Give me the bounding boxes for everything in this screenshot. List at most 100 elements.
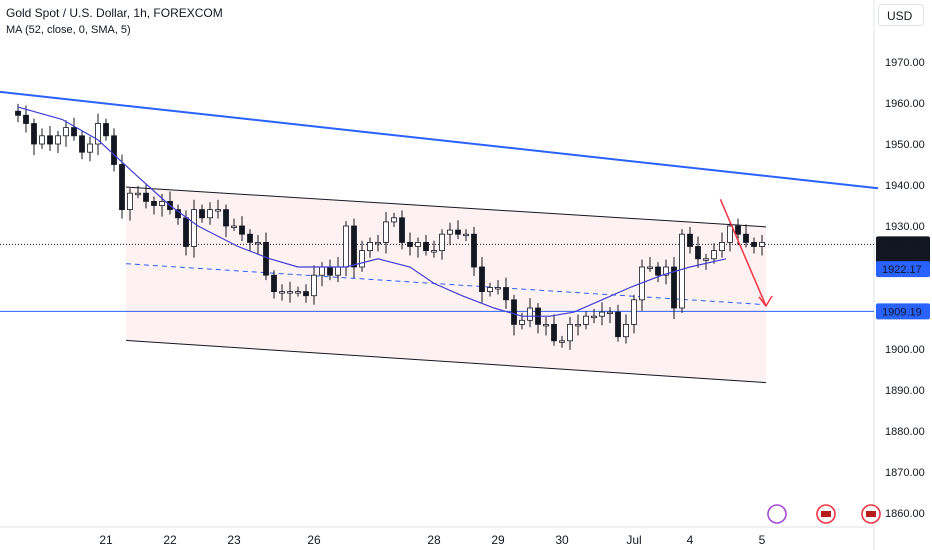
- candle-body: [511, 299, 517, 325]
- candle-body: [351, 225, 357, 268]
- candle-body: [559, 340, 565, 343]
- symbol-title: Gold Spot / U.S. Dollar, 1h, FOREXCOM: [6, 6, 223, 20]
- candle-body: [711, 250, 717, 260]
- candle-body: [327, 266, 333, 276]
- candle-body: [71, 127, 77, 137]
- candle-body: [583, 315, 589, 325]
- candle-body: [383, 221, 389, 243]
- candle-body: [95, 123, 101, 145]
- candle-body: [23, 114, 29, 124]
- candle-body: [183, 217, 189, 247]
- candle-body: [407, 241, 413, 247]
- candle-body: [239, 225, 245, 235]
- candle-body: [543, 323, 549, 327]
- time-tick-label: Jul: [626, 533, 641, 547]
- candle-body: [143, 192, 149, 202]
- candle-body: [255, 241, 261, 245]
- ma-value-tag-bg: [876, 261, 930, 278]
- moving-average-line[interactable]: [17, 106, 727, 317]
- candle-body: [519, 319, 525, 325]
- candle-body: [135, 192, 141, 196]
- candle-body: [207, 209, 213, 219]
- candle-body: [463, 233, 469, 237]
- time-tick-label: 21: [99, 533, 113, 547]
- candle-body: [471, 233, 477, 268]
- price-tick-label: 1930.00: [885, 221, 925, 233]
- price-tick-label: 1860.00: [885, 508, 925, 520]
- candle-body: [39, 135, 45, 145]
- candle-body: [623, 323, 629, 338]
- candle-body: [551, 323, 557, 342]
- forecast-arrow-head[interactable]: [758, 295, 773, 308]
- candle-body: [247, 233, 253, 243]
- candle-body: [31, 123, 37, 145]
- candle-body: [391, 217, 397, 223]
- candle-body: [447, 229, 453, 235]
- candle-body: [151, 200, 157, 206]
- time-tick-label: 23: [227, 533, 241, 547]
- candle-body: [575, 323, 581, 327]
- price-tick-label: 1870.00: [885, 467, 925, 479]
- candle-body: [295, 291, 301, 294]
- price-tick-label: 1890.00: [885, 385, 925, 397]
- candle-body: [415, 241, 421, 247]
- candle-body: [279, 291, 285, 294]
- forecast-arrow-shaft[interactable]: [719, 199, 767, 307]
- candle-body: [631, 299, 637, 325]
- channel-midline[interactable]: [125, 263, 767, 306]
- ma-indicator-legend[interactable]: MA (52, close, 0, SMA, 5): [6, 24, 131, 36]
- candle-body: [311, 274, 317, 297]
- candle-body: [423, 241, 429, 251]
- candle-body: [735, 225, 741, 235]
- candle-body: [495, 287, 501, 290]
- candle-body: [231, 225, 237, 228]
- time-tick-label: 26: [307, 533, 321, 547]
- candle-body: [743, 233, 749, 243]
- candle-body: [599, 311, 605, 317]
- candle-body: [287, 291, 293, 294]
- candle-body: [567, 323, 573, 342]
- candle-body: [687, 233, 693, 247]
- resistance-trendline[interactable]: [0, 90, 879, 190]
- candle-body: [431, 250, 437, 253]
- currency-selector[interactable]: USD: [878, 4, 924, 26]
- candle-body: [127, 192, 133, 210]
- support-price-tag: 1909.19: [882, 306, 922, 318]
- candle-body: [479, 266, 485, 293]
- candle-body: [727, 225, 733, 243]
- candle-body: [759, 241, 765, 247]
- candle-body: [663, 266, 669, 276]
- price-tick-label: 1960.00: [885, 98, 925, 110]
- last-price-tag: 1925.51: [882, 239, 922, 251]
- candle-body: [303, 291, 309, 297]
- time-tick-label: 5: [759, 533, 766, 547]
- candle-body: [111, 135, 117, 165]
- candle-body: [671, 266, 677, 309]
- candle-body: [359, 250, 365, 268]
- price-tick-label: 1950.00: [885, 139, 925, 151]
- candle-body: [527, 307, 533, 321]
- time-tick-label: 4: [687, 533, 694, 547]
- candle-body: [591, 315, 597, 319]
- time-tick-label: 28: [427, 533, 441, 547]
- candle-body: [335, 266, 341, 276]
- price-tick-label: 1880.00: [885, 426, 925, 438]
- channel-upper-line[interactable]: [125, 186, 767, 228]
- time-tick-label: 22: [163, 533, 177, 547]
- candle-body: [63, 127, 69, 137]
- candle-body: [191, 209, 197, 247]
- candle-body: [79, 135, 85, 153]
- candle-body: [271, 274, 277, 293]
- channel-lower-line[interactable]: [125, 339, 767, 384]
- candle-body: [439, 233, 445, 251]
- candle-body: [751, 241, 757, 247]
- candle-body: [607, 311, 613, 315]
- price-tick-label: 1900.00: [885, 344, 925, 356]
- candle-body: [343, 225, 349, 268]
- candle-body: [679, 233, 685, 309]
- last-price-tag-bg: [876, 236, 930, 267]
- candle-body: [719, 241, 725, 251]
- channel-fill: [126, 187, 766, 383]
